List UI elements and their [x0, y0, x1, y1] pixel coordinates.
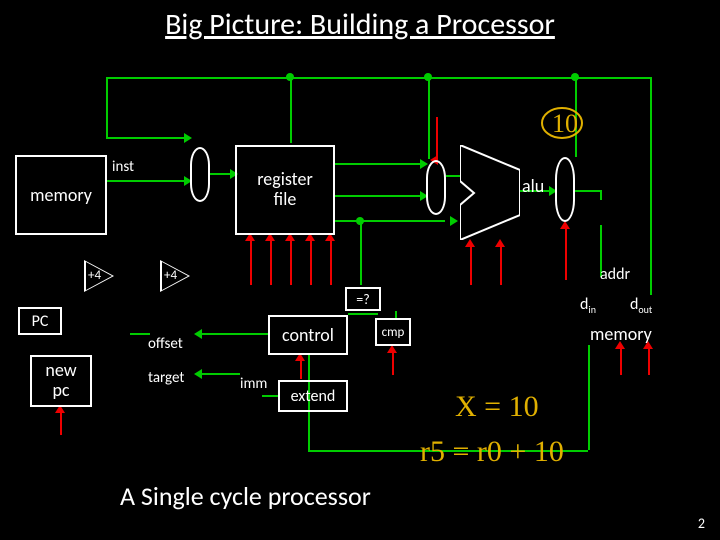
slide-caption: A Single cycle processor — [120, 480, 371, 512]
diagram-stage: memory register file control extend new … — [0, 55, 720, 485]
alu-label: alu — [522, 175, 544, 197]
imm-label: imm — [240, 375, 267, 393]
plus4-label-1: +4 — [88, 268, 101, 283]
offset-label: offset — [148, 335, 183, 353]
mux-3 — [555, 157, 575, 222]
slide-title: Big Picture: Building a Processor — [0, 0, 720, 45]
dout-label: dout — [630, 295, 652, 316]
new-pc-block: new pc — [30, 355, 92, 407]
control-block: control — [268, 315, 348, 355]
cmp-block: cmp — [375, 318, 411, 346]
din-label: din — [580, 295, 596, 316]
plus4-label-2: +4 — [164, 268, 177, 283]
handwriting-eq1: X = 10 — [455, 390, 539, 424]
extend-block: extend — [278, 380, 348, 412]
inst-label: inst — [112, 158, 134, 176]
handwriting-eq2: r5 = r0 + 10 — [420, 435, 564, 469]
addr-label: addr — [600, 265, 630, 284]
pc-block: PC — [18, 307, 62, 335]
data-memory-label: memory — [590, 323, 652, 345]
mux-2 — [426, 160, 446, 215]
register-file-block: register file — [235, 145, 335, 235]
target-label: target — [148, 369, 184, 387]
alu-block — [460, 145, 520, 240]
eq-block: =? — [345, 287, 381, 311]
handwriting-10: 10 — [540, 105, 590, 148]
page-number: 2 — [698, 515, 705, 532]
mux-1 — [190, 147, 210, 202]
inst-memory-block: memory — [15, 155, 107, 235]
